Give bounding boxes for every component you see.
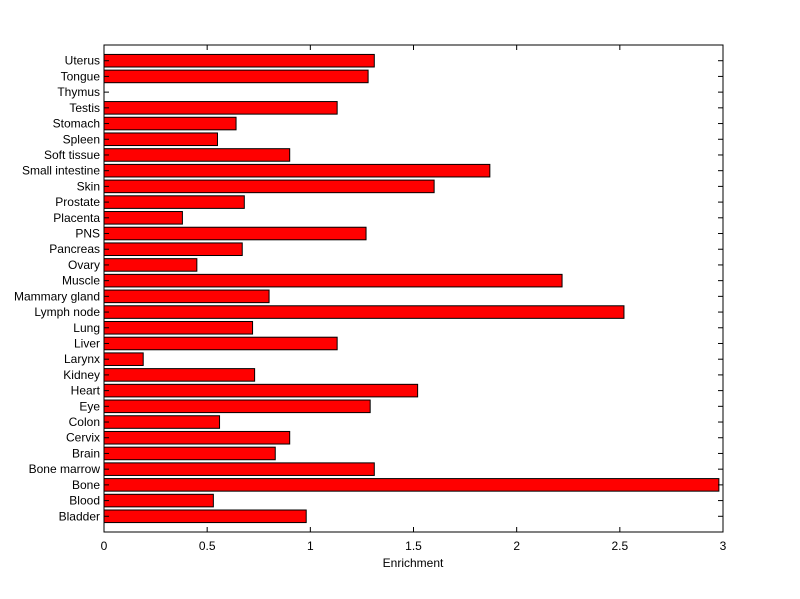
y-tick-label: Blood <box>69 494 100 508</box>
y-tick-label: Skin <box>77 179 100 193</box>
y-tick-label: Placenta <box>53 211 100 225</box>
x-axis-title: Enrichment <box>383 556 444 570</box>
x-tick-label: 2 <box>513 539 520 553</box>
x-tick-label: 3 <box>720 539 727 553</box>
y-tick-label: Stomach <box>53 117 100 131</box>
bar-soft-tissue <box>103 148 291 162</box>
y-tick-label: Larynx <box>64 352 100 366</box>
y-tick-label: Small intestine <box>22 164 100 178</box>
plot-frame <box>103 44 724 533</box>
bar-lung <box>103 320 254 335</box>
y-tick-label: Prostate <box>55 195 100 209</box>
x-tick-label: 1.5 <box>405 539 422 553</box>
y-tick-label: Pancreas <box>49 242 100 256</box>
bar-tongue <box>103 69 369 84</box>
y-tick-label: Liver <box>74 336 100 350</box>
y-tick-label: Bone marrow <box>29 462 101 476</box>
bar-skin <box>103 179 435 194</box>
bar-brain <box>103 446 276 461</box>
x-tick-label: 0 <box>101 539 108 553</box>
bar-larynx <box>103 352 144 366</box>
bar-kidney <box>103 368 256 382</box>
bar-cervix <box>103 430 291 445</box>
y-tick-label: Lymph node <box>34 305 100 319</box>
bar-bone <box>103 478 720 492</box>
y-tick-label: Uterus <box>65 54 100 68</box>
y-tick-label: Soft tissue <box>44 148 100 162</box>
bar-bone-marrow <box>103 462 375 476</box>
y-tick-label: Cervix <box>66 431 100 445</box>
x-tick-label: 1 <box>307 539 314 553</box>
x-tick-label: 2.5 <box>611 539 628 553</box>
y-tick-label: Colon <box>69 415 100 429</box>
y-tick-label: Thymus <box>57 85 100 99</box>
x-tick-label: 0.5 <box>199 539 216 553</box>
ticks-group <box>103 45 724 532</box>
y-tick-label: Tongue <box>61 69 101 83</box>
y-tick-label: Muscle <box>62 274 100 288</box>
bar-prostate <box>103 195 245 209</box>
bar-testis <box>103 101 338 115</box>
bar-stomach <box>103 116 237 131</box>
y-tick-label: Brain <box>72 446 100 460</box>
bar-spleen <box>103 132 218 147</box>
y-tick-label: Kidney <box>63 368 100 382</box>
bar-ovary <box>103 258 198 272</box>
bar-bladder <box>103 509 307 524</box>
bar-blood <box>103 493 214 508</box>
y-tick-label: Testis <box>69 101 100 115</box>
bar-muscle <box>103 273 563 288</box>
y-tick-label: Bone <box>72 478 100 492</box>
bar-colon <box>103 415 221 429</box>
y-tick-label: Bladder <box>59 509 100 523</box>
y-tick-label: Spleen <box>63 132 100 146</box>
y-tick-label: Ovary <box>68 258 100 272</box>
bar-placenta <box>103 211 183 225</box>
bar-heart <box>103 383 419 398</box>
bar-pns <box>103 226 367 241</box>
y-tick-label: Eye <box>79 399 100 413</box>
y-tick-label: PNS <box>75 227 100 241</box>
y-tick-label: Heart <box>71 384 101 398</box>
bar-uterus <box>103 53 375 68</box>
bar-liver <box>103 336 338 351</box>
bar-eye <box>103 399 371 414</box>
bar-pancreas <box>103 242 243 257</box>
bar-mammary-gland <box>103 289 270 304</box>
bar-lymph-node <box>103 305 625 319</box>
y-tick-label: Lung <box>73 321 100 335</box>
x-tick-labels: 0 0.5 1 1.5 2 2.5 3 <box>101 539 727 553</box>
bar-small-intestine <box>103 163 491 178</box>
y-tick-label: Mammary gland <box>14 289 100 303</box>
